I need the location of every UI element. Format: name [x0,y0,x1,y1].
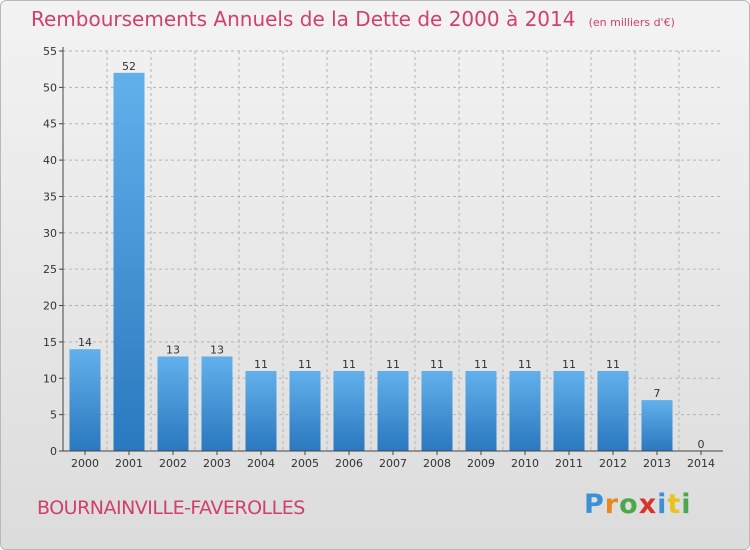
bar[interactable] [641,400,673,451]
x-tick-label: 2008 [423,457,451,470]
bar[interactable] [113,72,145,452]
bar-value-label: 13 [166,343,180,356]
bar-value-label: 11 [474,358,488,371]
bar-value-label: 11 [254,358,268,371]
proxiti-logo[interactable]: Proxiti [584,489,692,520]
x-tick-label: 2007 [379,457,407,470]
bar-value-label: 11 [518,358,532,371]
bar[interactable] [421,371,453,451]
y-tick-label: 55 [43,45,57,58]
logo-letter: o [619,489,639,520]
bar-value-label: 14 [78,336,92,349]
bar-value-label: 11 [430,358,444,371]
x-tick-label: 2006 [335,457,363,470]
bar-value-label: 11 [342,358,356,371]
x-tick-label: 2014 [687,457,715,470]
logo-letter: i [657,489,668,520]
bar[interactable] [245,371,277,451]
x-tick-label: 2011 [555,457,583,470]
y-tick-label: 45 [43,118,57,131]
bar[interactable] [289,371,321,451]
bar-value-label: 11 [386,358,400,371]
bar-value-label: 52 [122,60,136,73]
y-tick-label: 40 [43,154,57,167]
x-tick-label: 2013 [643,457,671,470]
bar[interactable] [333,371,365,451]
bar-value-label: 0 [698,438,705,451]
logo-letter: i [681,489,692,520]
bar-value-label: 11 [606,358,620,371]
bar[interactable] [201,356,233,451]
bar-value-label: 11 [298,358,312,371]
y-tick-label: 35 [43,190,57,203]
y-tick-label: 25 [43,263,57,276]
x-tick-label: 2012 [599,457,627,470]
title-row: Remboursements Annuels de la Dette de 20… [31,7,675,31]
bar[interactable] [69,349,101,451]
x-tick-label: 2002 [159,457,187,470]
chart-subtitle: (en milliers d'€) [588,16,675,29]
bar-value-label: 13 [210,343,224,356]
bar[interactable] [509,371,541,451]
x-tick-label: 2009 [467,457,495,470]
logo-letter: P [584,489,605,520]
y-tick-label: 15 [43,336,57,349]
bar[interactable] [377,371,409,451]
x-tick-label: 2005 [291,457,319,470]
y-tick-label: 5 [50,409,57,422]
axes [59,47,723,455]
x-tick-label: 2004 [247,457,275,470]
bars [69,72,673,452]
y-tick-label: 50 [43,81,57,94]
bar-value-label: 7 [654,387,661,400]
bar[interactable] [465,371,497,451]
y-tick-label: 20 [43,300,57,313]
bar[interactable] [597,371,629,451]
chart-title: Remboursements Annuels de la Dette de 20… [31,7,576,31]
x-tick-label: 2000 [71,457,99,470]
logo-letter: t [667,489,682,520]
labels: 0 5 10 15 20 25 30 35 40 45 50 55 14 2000 52 2001 13 2002… [43,45,715,470]
y-tick-label: 0 [50,445,57,458]
place-name: BOURNAINVILLE-FAVEROLLES [37,497,305,519]
bar-value-label: 11 [562,358,576,371]
x-tick-label: 2010 [511,457,539,470]
logo-letter: x [638,489,658,520]
y-tick-label: 10 [43,372,57,385]
bar[interactable] [553,371,585,451]
y-tick-label: 30 [43,227,57,240]
x-tick-label: 2001 [115,457,143,470]
bar[interactable] [157,356,189,451]
x-tick-label: 2003 [203,457,231,470]
logo-letter: r [604,489,620,520]
